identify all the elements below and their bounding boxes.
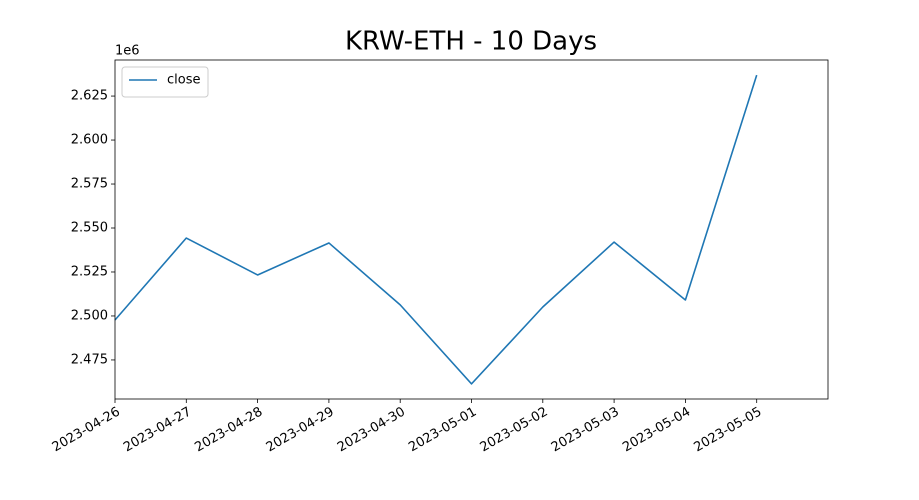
legend-label: close: [167, 73, 200, 88]
axis-offset: 1e6: [115, 44, 140, 59]
y-tick-label: 2.525: [71, 264, 108, 279]
y-tick-label: 2.550: [71, 221, 108, 236]
y-tick-label: 2.600: [71, 133, 108, 148]
y-tick-label: 2.575: [71, 177, 108, 192]
chart-title: KRW-ETH - 10 Days: [345, 27, 597, 57]
plot-frame: [114, 59, 829, 400]
y-tick-label: 2.625: [71, 89, 108, 104]
line: [114, 74, 758, 385]
legend-box: [121, 66, 209, 98]
y-tick-label: 2.500: [71, 308, 108, 323]
y-tick-label: 2.475: [71, 352, 108, 367]
